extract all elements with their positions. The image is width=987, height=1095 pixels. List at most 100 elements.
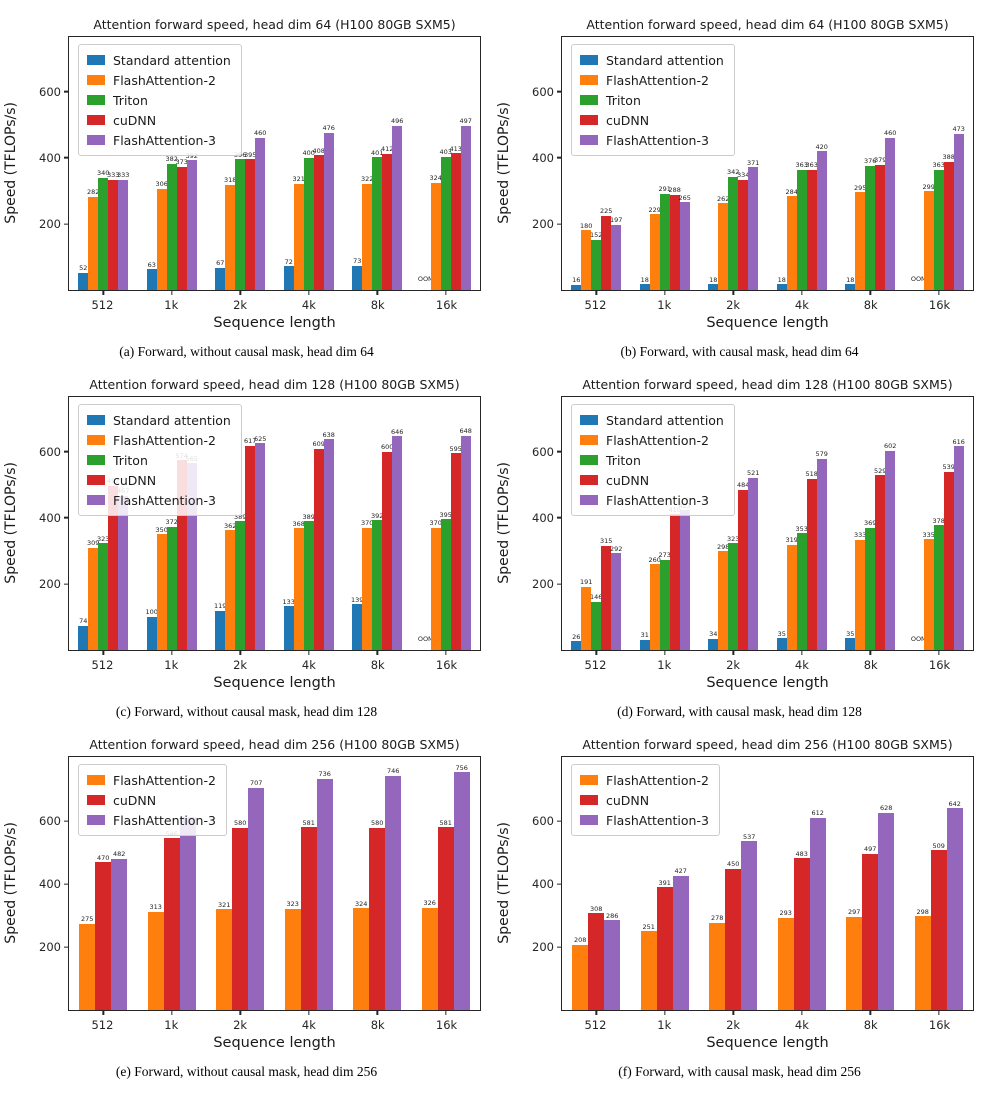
legend-item: FlashAttention-2: [87, 770, 216, 790]
x-tick-label: 512: [91, 298, 114, 312]
y-tick-mark: [64, 90, 68, 93]
bar: 333: [854, 532, 866, 650]
bar: 450: [725, 861, 742, 1010]
x-tick-mark: [732, 291, 734, 295]
bar-value-label: 67: [216, 259, 225, 268]
bar: 292: [610, 546, 622, 650]
bar-value-label: 35: [777, 629, 786, 638]
bar: 476: [323, 125, 335, 290]
legend-color-swatch-icon: [87, 795, 105, 805]
bar-value-label: 299: [922, 182, 935, 191]
bar-group: 18 262 342 334 371: [699, 37, 768, 290]
bar-group: 18 229 291 288 265: [631, 37, 700, 290]
bar: 353: [796, 526, 808, 650]
bar: 324: [430, 175, 442, 290]
bar-group: 293 483 612: [768, 757, 837, 1010]
bar: 546: [163, 831, 180, 1010]
x-tick-mark: [445, 651, 447, 655]
bar: 736: [316, 771, 333, 1010]
x-tick-label: 1k: [164, 1018, 179, 1032]
bar-value-label: 609: [312, 440, 325, 449]
y-axis-label-column: Speed (TFLOPs/s): [493, 36, 515, 289]
bar: 308: [588, 906, 605, 1010]
legend-item: FlashAttention-2: [580, 430, 724, 450]
bar-value-label: 191: [580, 578, 593, 587]
y-tick-mark: [557, 517, 561, 519]
chart-panel-b: Attention forward speed, head dim 64 (H1…: [493, 14, 986, 374]
x-tick-label: 4k: [794, 658, 809, 672]
bar-value-label: 335: [922, 530, 935, 539]
legend-color-swatch-icon: [580, 55, 598, 65]
legend-color-swatch-icon: [87, 495, 105, 505]
x-tick-label: 2k: [233, 1018, 248, 1032]
y-tick-label: 200: [532, 940, 554, 955]
legend-color-swatch-icon: [87, 475, 105, 485]
chart-caption: (c) Forward, without causal mask, head d…: [115, 704, 378, 719]
x-tick-mark: [239, 1011, 241, 1015]
bar-value-label: 642: [948, 799, 961, 808]
bar-value-label: 476: [322, 124, 335, 133]
bar: 273: [659, 552, 671, 650]
bar-value-label: 295: [854, 183, 867, 192]
y-tick-mark: [64, 820, 68, 823]
bar-group: 26 191 146 315 292: [562, 397, 631, 650]
x-tick-label: 2k: [726, 298, 741, 312]
x-tick-mark: [239, 651, 241, 655]
bar: 309: [87, 540, 99, 650]
y-axis-label: Speed (TFLOPs/s): [3, 101, 19, 224]
bar: [179, 817, 196, 1010]
x-tick-label: 1k: [164, 298, 179, 312]
chart-panel-e: Attention forward speed, head dim 256 (H…: [0, 734, 493, 1094]
bar-value-label: 273: [658, 551, 671, 560]
y-tick-label: 200: [39, 940, 61, 955]
bar: 509: [930, 843, 947, 1010]
x-tick-label: 2k: [726, 1018, 741, 1032]
bar-value-label: 35: [846, 629, 855, 638]
legend-label: Standard attention: [113, 52, 231, 68]
bar-value-label: 408: [312, 146, 325, 155]
legend-color-swatch-icon: [87, 135, 105, 145]
bar-value-label: 197: [610, 216, 623, 225]
bar-value-label: 18: [640, 275, 649, 284]
bar-value-label: OOM: [910, 634, 927, 643]
bar: 16: [571, 277, 582, 290]
legend-label: cuDNN: [113, 472, 157, 488]
chart-title: Attention forward speed, head dim 128 (H…: [89, 377, 460, 392]
bar: 460: [254, 130, 266, 290]
x-tick-label: 2k: [233, 298, 248, 312]
bars-layer: 16 180 152 225 197 18 229 291 288 265 18 262 342 334 3…: [562, 37, 973, 290]
x-tick-label: 16k: [435, 298, 458, 312]
plot-area: 200 400 600 16 180 152 225 197 18 229 291 288 265 18 2…: [532, 36, 974, 295]
bar-value-label: 401: [371, 148, 384, 157]
bar-value-label: OOM: [910, 274, 927, 283]
bar: 420: [816, 144, 828, 290]
bar-value-label: 484: [737, 481, 750, 490]
y-tick-mark: [557, 883, 561, 885]
chart-panel-d: Attention forward speed, head dim 128 (H…: [493, 374, 986, 734]
y-axis-label-column: Speed (TFLOPs/s): [493, 396, 515, 649]
x-tick-label: 1k: [657, 658, 672, 672]
bar: 646: [391, 429, 403, 650]
bar: 746: [385, 768, 402, 1010]
bar-value-label: 74: [79, 617, 88, 626]
bar: 282: [87, 189, 99, 290]
bar: 389: [303, 514, 315, 650]
x-tick-label: 16k: [435, 658, 458, 672]
bar-value-label: 376: [864, 157, 877, 166]
bar: 400: [303, 150, 315, 290]
legend-color-swatch-icon: [87, 75, 105, 85]
legend: Standard attention FlashAttention-2 Triton…: [571, 404, 735, 516]
bar-value-label: 278: [711, 914, 724, 923]
bar-value-label: 146: [590, 593, 603, 602]
bar-group: 323 581 736: [275, 757, 344, 1010]
chart-title: Attention forward speed, head dim 128 (H…: [582, 377, 953, 392]
bar: 284: [786, 189, 798, 290]
bar-value-label: 334: [737, 171, 750, 180]
y-axis-label: Speed (TFLOPs/s): [496, 821, 512, 944]
bar-value-label: 229: [648, 205, 661, 214]
bar: 321: [293, 176, 305, 290]
bar: 392: [186, 153, 198, 290]
bar-value-label: 496: [391, 117, 404, 126]
x-axis-ticks: 512 1k 2k 4k 8k 16k: [68, 658, 481, 672]
bar-value-label: 450: [727, 860, 740, 869]
